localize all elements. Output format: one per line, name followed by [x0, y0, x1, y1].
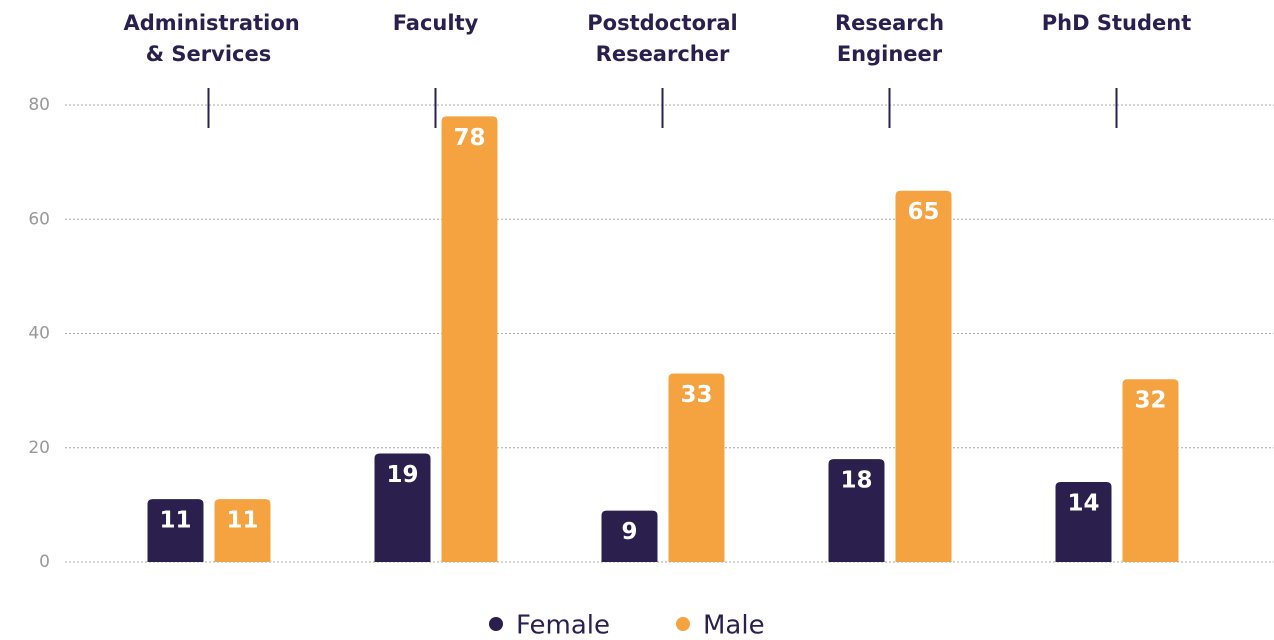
y-tick-label: 20 [28, 438, 50, 458]
bar [1055, 482, 1112, 562]
value-label: 33 [680, 382, 712, 408]
bar [374, 453, 431, 562]
legend-label: Male [703, 611, 765, 640]
bar [147, 499, 204, 562]
y-tick-label: 80 [28, 95, 50, 115]
y-tick-label: 40 [28, 324, 50, 344]
category-label: Administration & Services [123, 11, 300, 66]
bar [214, 499, 271, 562]
value-label: 19 [386, 462, 418, 488]
value-label: 9 [621, 519, 637, 545]
value-label: 11 [159, 508, 191, 534]
category-label: Research Engineer [834, 11, 945, 66]
legend-marker [489, 617, 503, 631]
y-tick-label: 0 [39, 552, 50, 572]
category-label: Faculty [392, 11, 479, 35]
bar [895, 190, 952, 562]
legend-label: Female [516, 611, 610, 640]
y-tick-label: 60 [28, 209, 50, 229]
bar [1122, 379, 1179, 562]
value-label: 18 [840, 468, 872, 494]
legend-marker [676, 617, 690, 631]
value-label: 65 [907, 199, 939, 225]
bar [828, 459, 885, 562]
bar [668, 373, 725, 562]
category-label: PhD Student [1041, 11, 1192, 35]
bar [441, 116, 498, 563]
value-label: 32 [1134, 388, 1166, 414]
value-label: 14 [1067, 491, 1099, 517]
value-label: 11 [226, 508, 258, 534]
category-label: Postdoctoral Researcher [587, 11, 738, 66]
value-label: 78 [453, 125, 485, 151]
bar [601, 510, 658, 562]
